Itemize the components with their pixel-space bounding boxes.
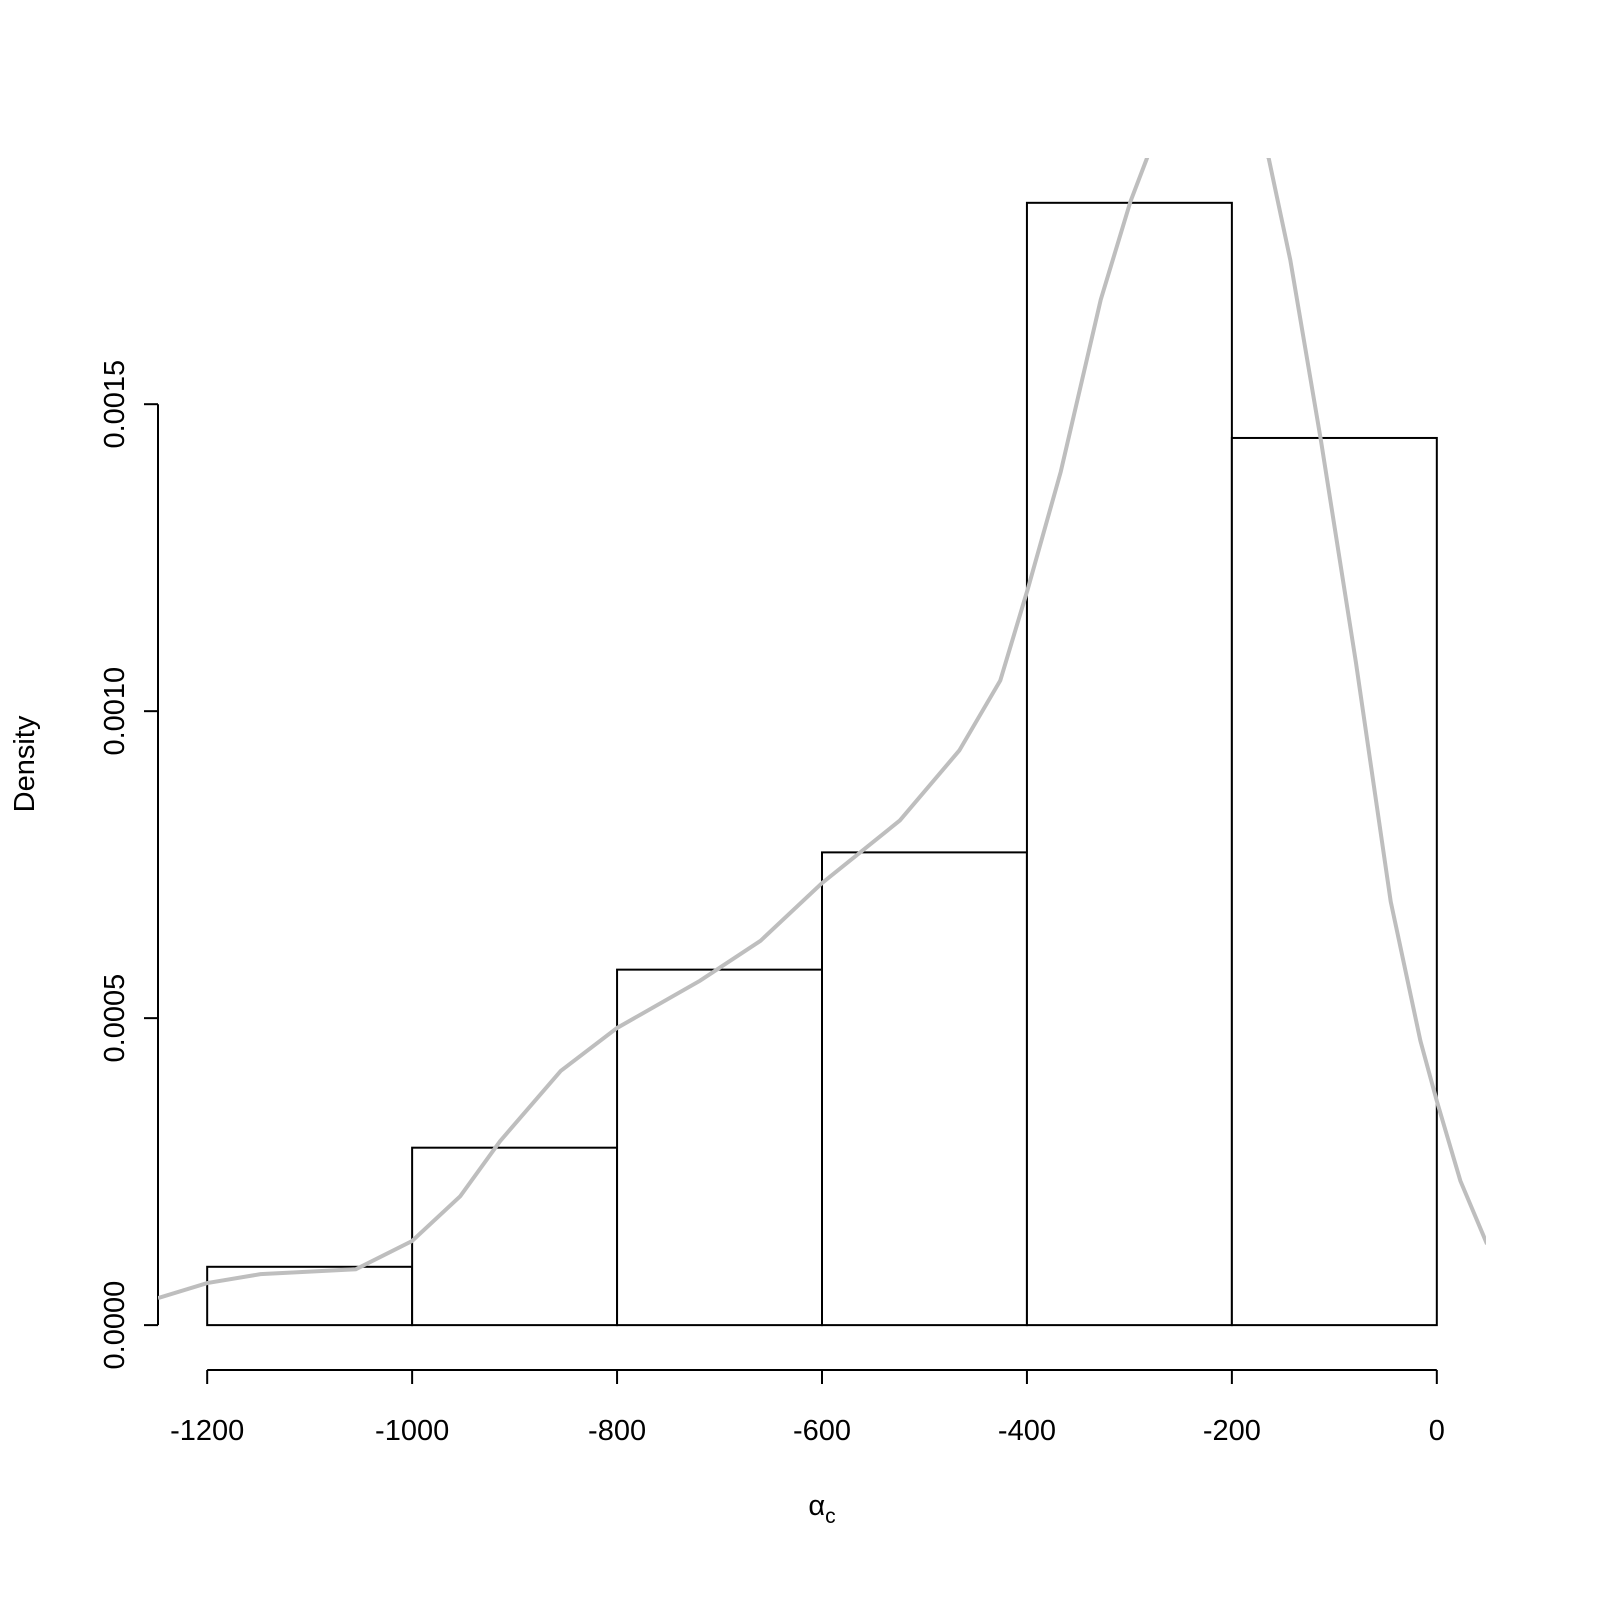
x-axis-label: αc [808, 1490, 835, 1528]
x-tick-label: -600 [793, 1415, 851, 1447]
bar [1025, 201, 1233, 1327]
x-tick-label: -400 [998, 1415, 1056, 1447]
x-tick-label: -800 [588, 1415, 646, 1447]
bar [821, 851, 1028, 1327]
bar [411, 1146, 619, 1327]
y-tick-label: 0.0000 [99, 1281, 131, 1370]
y-tick-label: 0.0015 [99, 360, 131, 449]
bar [1230, 436, 1438, 1327]
y-tick-label: 0.0010 [99, 667, 131, 756]
bar [206, 1265, 414, 1327]
bar [616, 968, 823, 1327]
y-tick-label: 0.0005 [99, 974, 131, 1063]
x-tick-label: -1000 [375, 1415, 449, 1447]
x-tick-label: -1200 [170, 1415, 244, 1447]
density-curve [158, 158, 1486, 1301]
x-label-sub: c [825, 1505, 836, 1528]
x-tick-label: 0 [1429, 1415, 1445, 1447]
x-label-base: α [808, 1490, 825, 1522]
x-tick-label: -200 [1203, 1415, 1261, 1447]
density-group [158, 158, 1486, 1301]
y-axis-label: Density [9, 715, 41, 812]
